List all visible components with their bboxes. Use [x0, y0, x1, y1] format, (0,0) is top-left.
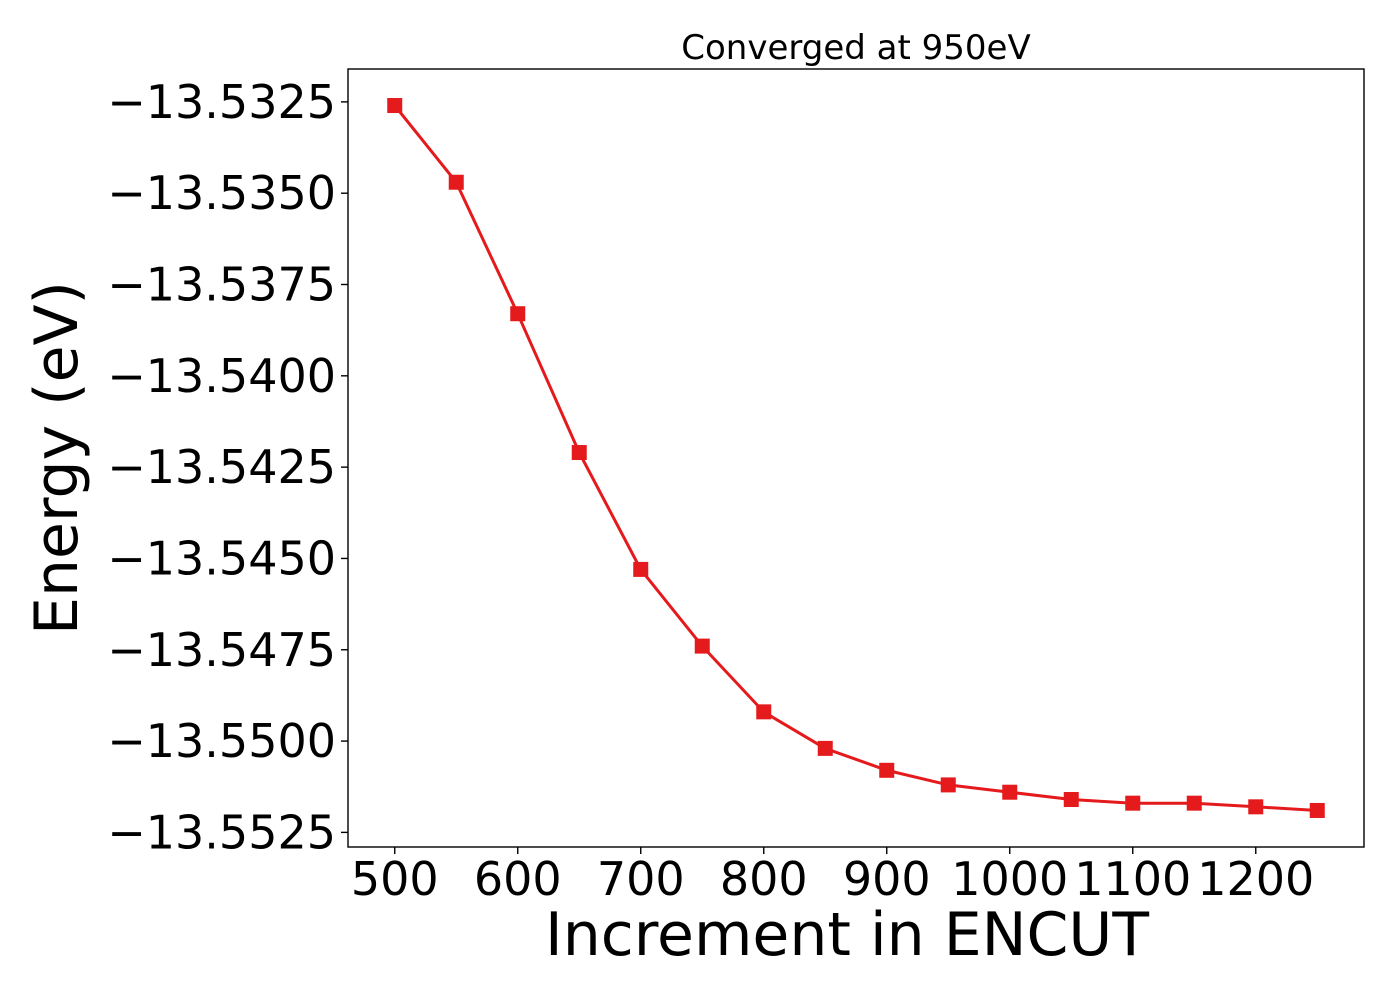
data-point-marker: [817, 740, 833, 756]
x-tick-label: 1100: [1074, 852, 1191, 906]
y-tick-label: −13.5475: [107, 623, 336, 677]
y-tick-label: −13.5425: [107, 440, 336, 494]
data-point-marker: [694, 638, 710, 654]
x-tick-label: 700: [597, 852, 685, 906]
data-point-marker: [1186, 795, 1202, 811]
plot-series: [387, 98, 1325, 818]
series-line: [393, 104, 1318, 812]
y-tick-label: −13.5350: [107, 166, 336, 220]
data-point-marker: [448, 174, 464, 190]
data-point-marker: [879, 762, 895, 778]
y-tick-label: −13.5450: [107, 531, 336, 585]
data-point-marker: [756, 704, 772, 720]
data-point-marker: [571, 445, 587, 461]
x-tick-label: 1000: [951, 852, 1068, 906]
plot-frame: [347, 68, 1365, 848]
y-tick-label: −13.5400: [107, 349, 336, 403]
y-axis-ticks: −13.5325 −13.5350 −13.5375 −13.5400 −13.5425…: [107, 75, 348, 859]
data-point-marker: [387, 98, 403, 114]
x-tick-label: 600: [474, 852, 562, 906]
data-point-marker: [940, 777, 956, 793]
y-axis-label: Energy (eV): [22, 281, 92, 635]
y-tick-label: −13.5375: [107, 258, 336, 312]
y-tick-label: −13.5325: [107, 75, 336, 129]
x-axis-ticks: 500 600 700 800 900 1000 1100 1200: [351, 847, 1314, 906]
data-point-marker: [633, 561, 649, 577]
data-point-marker: [1248, 799, 1264, 815]
data-point-marker: [1125, 795, 1141, 811]
x-tick-label: 900: [843, 852, 931, 906]
x-tick-label: 1200: [1197, 852, 1314, 906]
data-point-marker: [1002, 784, 1018, 800]
chart-title: Converged at 950eV: [681, 28, 1030, 68]
data-point-marker: [1063, 792, 1079, 808]
data-point-marker: [510, 306, 526, 322]
data-point-marker: [1309, 802, 1325, 818]
y-tick-label: −13.5525: [107, 805, 336, 859]
x-axis-label: Increment in ENCUT: [545, 900, 1149, 970]
x-tick-label: 800: [720, 852, 808, 906]
y-tick-label: −13.5500: [107, 714, 336, 768]
x-tick-label: 500: [351, 852, 439, 906]
